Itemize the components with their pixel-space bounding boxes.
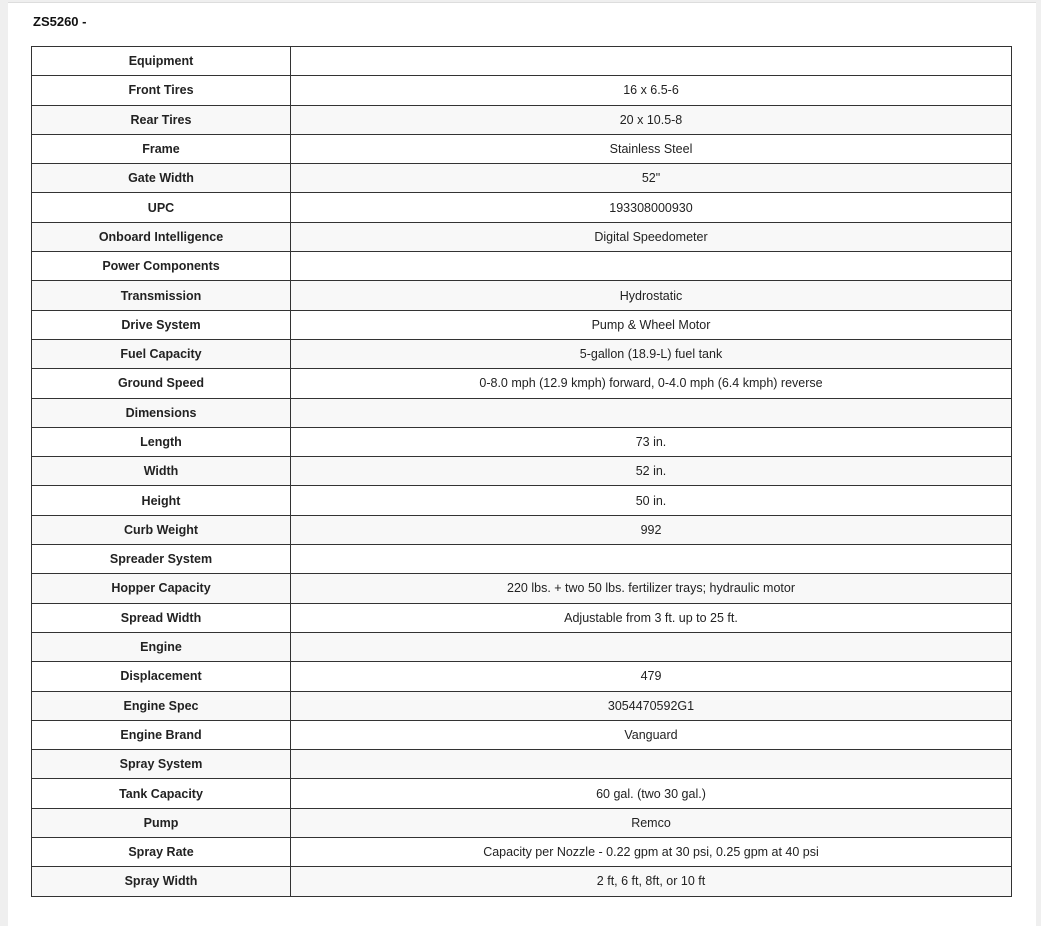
- spec-label: Ground Speed: [31, 368, 291, 399]
- spec-value: 52": [290, 163, 1012, 194]
- spec-label: Spreader System: [31, 544, 291, 575]
- spec-label: Drive System: [31, 309, 291, 340]
- spec-value: 60 gal. (two 30 gal.): [290, 778, 1012, 809]
- spec-row: Power Components: [31, 251, 1012, 282]
- spec-table: Equipment Front Tires 16 x 6.5-6 Rear Tires…: [31, 45, 1012, 897]
- spec-value: [290, 749, 1012, 780]
- spec-row: Displacement 479: [31, 661, 1012, 692]
- spec-value: 52 in.: [290, 456, 1012, 487]
- spec-row: Spray System: [31, 749, 1012, 780]
- spec-row: Dimensions: [31, 397, 1012, 428]
- spec-row: Front Tires 16 x 6.5-6: [31, 75, 1012, 106]
- spec-row: Rear Tires 20 x 10.5-8: [31, 104, 1012, 135]
- spec-row: Drive System Pump & Wheel Motor: [31, 309, 1012, 340]
- spec-value: [290, 397, 1012, 428]
- spec-row: Width 52 in.: [31, 456, 1012, 487]
- spec-row: Curb Weight 992: [31, 514, 1012, 546]
- spec-label: Pump: [31, 807, 291, 839]
- spec-row: Engine Spec 3054470592G1: [31, 690, 1012, 721]
- spec-row: Height 50 in.: [31, 485, 1012, 516]
- spec-value: 220 lbs. + two 50 lbs. fertilizer trays;…: [290, 573, 1012, 604]
- spec-row: Spreader System: [31, 544, 1012, 575]
- spec-row: Spray Width 2 ft, 6 ft, 8ft, or 10 ft: [31, 866, 1012, 897]
- spec-value: Digital Speedometer: [290, 221, 1012, 253]
- spec-value: 0-8.0 mph (12.9 kmph) forward, 0-4.0 mph…: [290, 368, 1012, 399]
- spec-label: Width: [31, 456, 291, 487]
- spec-value: 16 x 6.5-6: [290, 75, 1012, 106]
- spec-row: Tank Capacity 60 gal. (two 30 gal.): [31, 778, 1012, 809]
- spec-row: Gate Width 52": [31, 163, 1012, 194]
- spec-row: Transmission Hydrostatic: [31, 280, 1012, 311]
- spec-label: Engine Brand: [31, 719, 291, 751]
- spec-value: 73 in.: [290, 426, 1012, 458]
- spec-label: Onboard Intelligence: [31, 221, 291, 253]
- spec-value: Pump & Wheel Motor: [290, 309, 1012, 340]
- spec-label: Curb Weight: [31, 514, 291, 546]
- spec-label: Rear Tires: [31, 104, 291, 135]
- spec-label: Displacement: [31, 661, 291, 692]
- spec-label: Dimensions: [31, 397, 291, 428]
- spec-value: 5-gallon (18.9-L) fuel tank: [290, 338, 1012, 370]
- spec-label: Spray System: [31, 749, 291, 780]
- spec-value: 20 x 10.5-8: [290, 104, 1012, 135]
- spec-value: 3054470592G1: [290, 690, 1012, 721]
- spec-row: Engine Brand Vanguard: [31, 719, 1012, 751]
- spec-value: Remco: [290, 807, 1012, 839]
- spec-label: UPC: [31, 192, 291, 223]
- spec-label: Frame: [31, 133, 291, 165]
- spec-row: Engine: [31, 631, 1012, 663]
- spec-label: Equipment: [31, 45, 291, 77]
- spec-value: 193308000930: [290, 192, 1012, 223]
- spec-row: Equipment: [31, 45, 1012, 77]
- spec-value: 50 in.: [290, 485, 1012, 516]
- spec-row: Frame Stainless Steel: [31, 133, 1012, 165]
- spec-value: Capacity per Nozzle - 0.22 gpm at 30 psi…: [290, 837, 1012, 868]
- spec-value: 479: [290, 661, 1012, 692]
- spec-label: Gate Width: [31, 163, 291, 194]
- spec-label: Spray Width: [31, 866, 291, 897]
- spec-value: [290, 631, 1012, 663]
- spec-value: Hydrostatic: [290, 280, 1012, 311]
- spec-row: Spray Rate Capacity per Nozzle - 0.22 gpm…: [31, 837, 1012, 868]
- spec-row: Spread Width Adjustable from 3 ft. up to …: [31, 602, 1012, 633]
- spec-label: Tank Capacity: [31, 778, 291, 809]
- spec-label: Hopper Capacity: [31, 573, 291, 604]
- spec-label: Front Tires: [31, 75, 291, 106]
- page-title: ZS5260 -: [33, 14, 87, 29]
- spec-label: Length: [31, 426, 291, 458]
- spec-label: Spray Rate: [31, 837, 291, 868]
- spec-row: Pump Remco: [31, 807, 1012, 839]
- spec-value: Vanguard: [290, 719, 1012, 751]
- spec-label: Spread Width: [31, 602, 291, 633]
- spec-value: 2 ft, 6 ft, 8ft, or 10 ft: [290, 866, 1012, 897]
- spec-label: Fuel Capacity: [31, 338, 291, 370]
- spec-row: Hopper Capacity 220 lbs. + two 50 lbs. fe…: [31, 573, 1012, 604]
- spec-label: Power Components: [31, 251, 291, 282]
- spec-label: Height: [31, 485, 291, 516]
- spec-row: Onboard Intelligence Digital Speedometer: [31, 221, 1012, 253]
- spec-row: UPC 193308000930: [31, 192, 1012, 223]
- spec-value: Stainless Steel: [290, 133, 1012, 165]
- spec-label: Engine Spec: [31, 690, 291, 721]
- spec-value: [290, 251, 1012, 282]
- spec-value: Adjustable from 3 ft. up to 25 ft.: [290, 602, 1012, 633]
- spec-value: 992: [290, 514, 1012, 546]
- spec-row: Ground Speed 0-8.0 mph (12.9 kmph) forwar…: [31, 368, 1012, 399]
- spec-value: [290, 544, 1012, 575]
- spec-label: Transmission: [31, 280, 291, 311]
- spec-label: Engine: [31, 631, 291, 663]
- content-panel: ZS5260 - Equipment Front Tires 16 x 6.5-6 R…: [8, 2, 1036, 926]
- spec-row: Fuel Capacity 5-gallon (18.9-L) fuel tank: [31, 338, 1012, 370]
- spec-row: Length 73 in.: [31, 426, 1012, 458]
- spec-value: [290, 45, 1012, 77]
